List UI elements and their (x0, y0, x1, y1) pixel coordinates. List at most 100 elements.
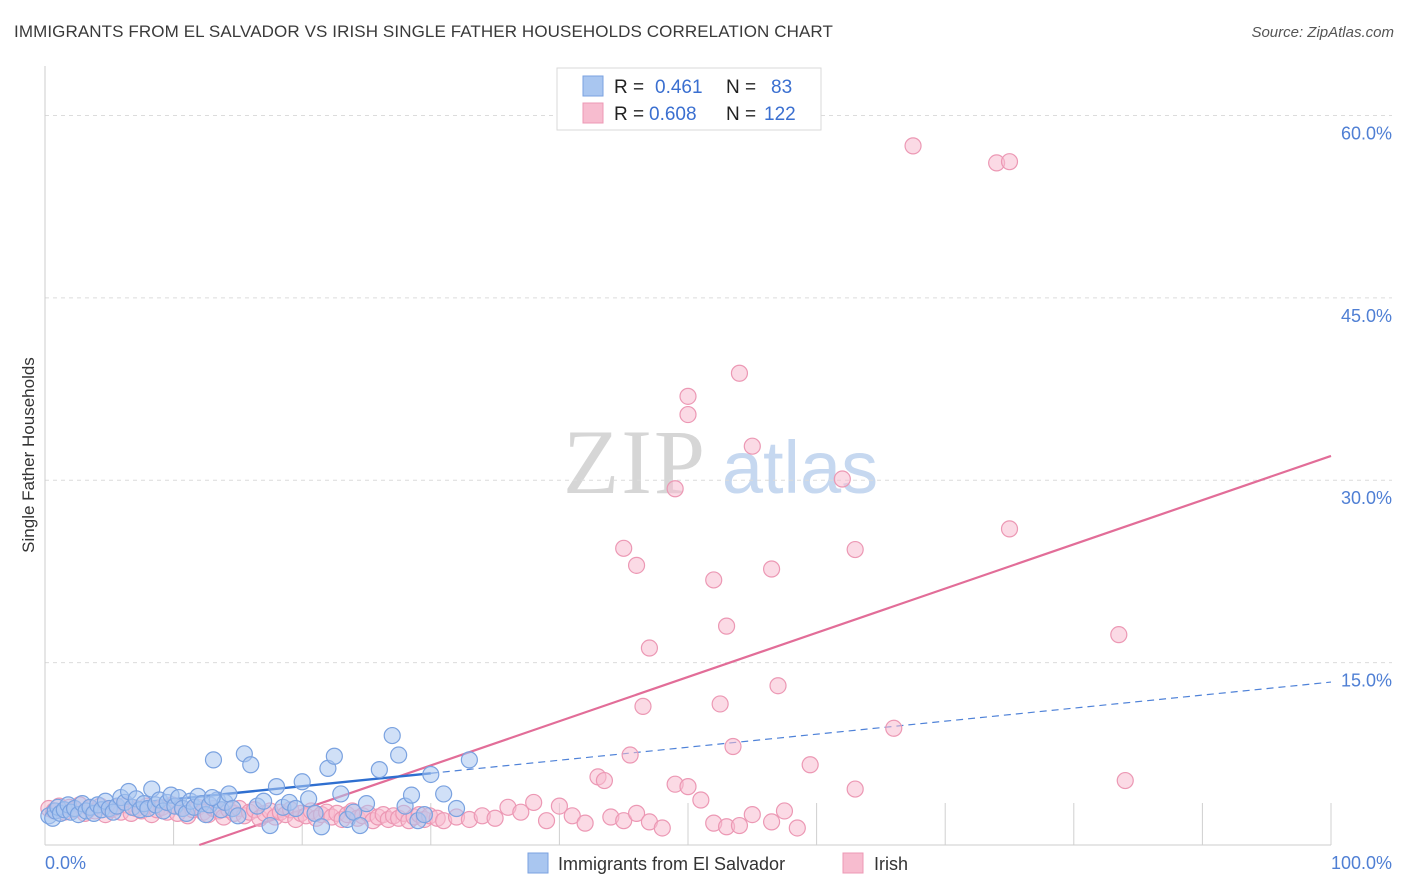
el-salvador-point (204, 751, 223, 769)
legend-bottom-swatch-blue (527, 852, 549, 874)
irish-point (512, 803, 530, 821)
el-salvador-point (460, 751, 478, 769)
irish-point (730, 364, 749, 382)
irish-point (801, 756, 819, 774)
irish-point (550, 797, 569, 815)
irish-point (775, 802, 794, 820)
irish-point (679, 778, 697, 796)
el-salvador-point (435, 785, 453, 803)
el-salvador-point (242, 756, 260, 774)
y-tick-label: 30.0% (1341, 488, 1392, 508)
el-salvador-point (390, 746, 408, 764)
y-tick-label: 15.0% (1341, 671, 1392, 691)
irish-point (724, 737, 742, 756)
irish-point (525, 793, 543, 812)
el-salvador-point (312, 818, 331, 836)
legend-swatch-blue (582, 75, 604, 97)
legend-n-label-2: N = (726, 104, 756, 125)
irish-point (833, 470, 851, 488)
irish-point (595, 771, 614, 790)
el-salvador-point (415, 806, 433, 824)
irish-point (1000, 153, 1019, 171)
el-salvador-point (255, 792, 273, 810)
el-salvador-point (293, 773, 311, 791)
watermark-atlas: atlas (722, 426, 878, 509)
irish-point (563, 807, 581, 825)
el-salvador-point (267, 778, 286, 796)
legend-n-value-1: 83 (771, 77, 792, 98)
irish-point (743, 437, 761, 455)
irish-point (762, 813, 781, 831)
legend-r-value-1: 0.461 (655, 77, 703, 98)
legend-bottom-label-1: Immigrants from El Salvador (558, 854, 785, 874)
y-tick-label: 45.0% (1341, 306, 1392, 326)
irish-trend-line (198, 454, 1332, 847)
irish-point (730, 816, 749, 835)
chart-title: IMMIGRANTS FROM EL SALVADOR VS IRISH SIN… (14, 22, 833, 41)
source-credit[interactable]: Source: ZipAtlas.com (1251, 24, 1394, 41)
el-salvador-point (447, 799, 466, 818)
el-salvador-point (325, 747, 343, 765)
el-salvador-point (229, 807, 247, 825)
irish-point (653, 819, 671, 837)
legend-r-value-2: 0.608 (649, 104, 697, 125)
irish-point (788, 819, 806, 837)
legend-n-label-1: N = (726, 77, 756, 98)
watermark-zip: ZIP (563, 411, 707, 513)
el-salvador-point (203, 788, 221, 807)
irish-point (711, 695, 729, 713)
irish-point (679, 405, 697, 424)
el-salvador-point (287, 799, 305, 818)
irish-point (846, 540, 864, 559)
data-points (40, 137, 1134, 837)
el-salvador-point (261, 816, 279, 835)
irish-point (762, 560, 781, 578)
irish-point (627, 804, 646, 822)
legend-bottom: Immigrants from El Salvador Irish (527, 852, 908, 874)
legend-n-value-2: 122 (764, 104, 796, 125)
legend-r-label-2: R = (614, 104, 644, 125)
irish-point (1000, 520, 1019, 538)
irish-point (640, 639, 659, 657)
legend-top: R = 0.461 N = 83 R = 0.608 N = 122 (556, 67, 822, 131)
irish-point (576, 814, 594, 832)
irish-point (1116, 771, 1134, 790)
irish-point (537, 812, 556, 830)
irish-point (846, 780, 864, 798)
legend-r-label-1: R = (614, 77, 644, 98)
irish-point (904, 137, 922, 155)
irish-point (743, 806, 761, 824)
axes: 15.0% 30.0% 45.0% 60.0% 0.0% 100.0% (44, 66, 1392, 873)
irish-point (679, 387, 697, 405)
irish-point (1110, 626, 1128, 644)
el-salvador-point (351, 816, 369, 835)
grid-lines (45, 114, 1392, 664)
y-axis-label: Single Father Households (19, 357, 38, 553)
el-salvador-point (402, 786, 421, 804)
irish-point (769, 677, 787, 695)
el-salvador-point (300, 790, 318, 808)
irish-point (615, 812, 633, 830)
y-tick-label: 60.0% (1341, 123, 1392, 143)
irish-point (486, 809, 504, 827)
el-salvador-point (422, 765, 440, 784)
irish-point (705, 571, 723, 589)
irish-point (615, 539, 633, 557)
el-salvador-point (332, 785, 350, 803)
el-salvador-trend-extension (430, 681, 1332, 774)
el-salvador-point (357, 795, 376, 813)
irish-point (634, 697, 652, 715)
legend-bottom-label-2: Irish (874, 854, 908, 874)
irish-point (717, 617, 736, 635)
legend-bottom-swatch-pink (842, 852, 864, 874)
x-tick-label: 100.0% (1331, 853, 1392, 873)
irish-point (627, 556, 646, 574)
x-tick-label: 0.0% (45, 853, 86, 873)
irish-point (621, 746, 639, 764)
irish-point (666, 480, 684, 498)
el-salvador-point (370, 761, 388, 779)
irish-point (692, 791, 710, 809)
irish-point (885, 719, 903, 737)
el-salvador-point (383, 726, 401, 745)
